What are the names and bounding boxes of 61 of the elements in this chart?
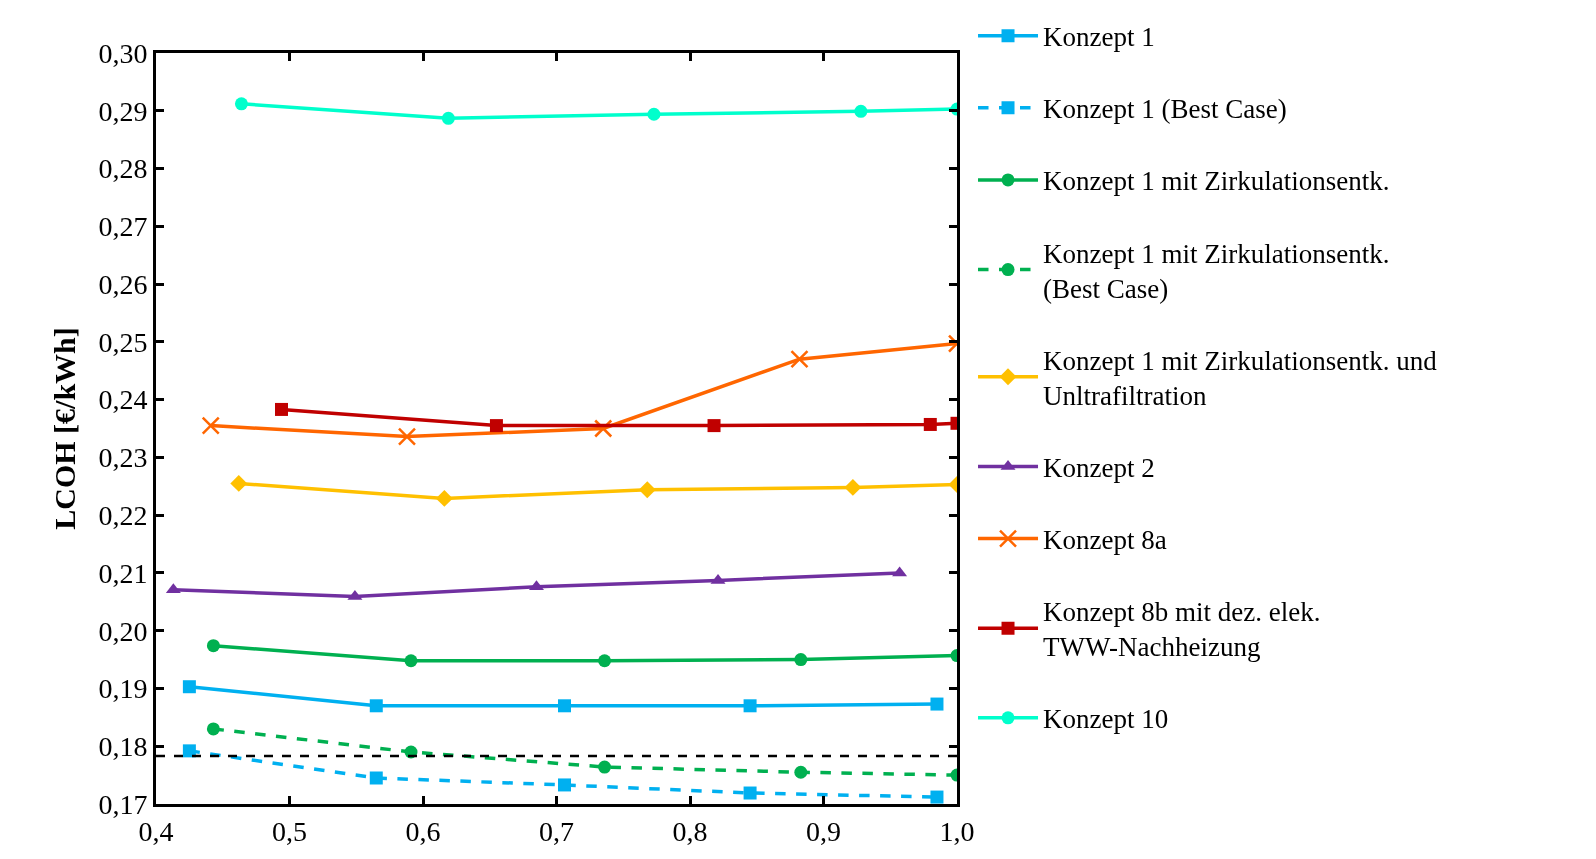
legend-label: Konzept 1 (Best Case) xyxy=(1043,94,1287,125)
legend-label: Konzept 1 mit Zirkulationsentk. und Unltrafiltration xyxy=(1043,345,1438,411)
point xyxy=(598,654,612,668)
y-tick-label: 0,19 xyxy=(98,673,148,705)
point xyxy=(854,104,868,118)
y-tick-label: 0,30 xyxy=(98,37,148,69)
y-tick-label: 0,27 xyxy=(98,211,148,243)
point xyxy=(369,699,383,713)
legend-label: Konzept 2 xyxy=(1043,452,1155,483)
y-tick-label: 0,24 xyxy=(98,384,148,416)
point xyxy=(369,771,383,785)
x-tick-label: 0,7 xyxy=(539,815,574,847)
y-tick-label: 0,28 xyxy=(98,153,148,185)
point xyxy=(707,419,721,433)
point xyxy=(790,349,809,369)
point xyxy=(558,699,572,713)
x-tick-label: 0,9 xyxy=(806,815,841,847)
legend-label: Konzept 1 mit Zirkulationsentk. (Best Case) xyxy=(1043,238,1390,304)
point xyxy=(234,97,248,111)
point xyxy=(638,481,656,499)
y-tick-label: 0,25 xyxy=(98,326,148,358)
point xyxy=(230,474,248,492)
point xyxy=(743,786,757,800)
point xyxy=(647,107,661,121)
legend-label: Konzept 8a xyxy=(1043,525,1167,556)
point xyxy=(435,489,453,507)
y-tick-label: 0,21 xyxy=(98,557,148,589)
point xyxy=(397,427,417,446)
y-tick-label: 0,20 xyxy=(98,615,148,647)
y-axis-title: LCOH [€/kWh] xyxy=(48,327,82,530)
point xyxy=(930,697,944,711)
x-tick-label: 0,6 xyxy=(405,815,441,847)
legend-label: Konzept 1 mit Zirkulationsentk. xyxy=(1043,166,1390,197)
y-tick-label: 0,18 xyxy=(98,731,148,763)
point xyxy=(844,478,862,496)
point xyxy=(794,765,808,779)
point xyxy=(441,111,455,125)
y-tick-label: 0,23 xyxy=(98,442,148,474)
point xyxy=(206,639,220,653)
x-tick-label: 1,0 xyxy=(939,815,975,847)
point xyxy=(182,680,196,694)
y-tick-label: 0,26 xyxy=(98,268,148,300)
point xyxy=(274,402,288,416)
point xyxy=(930,790,944,804)
point xyxy=(794,653,808,667)
point xyxy=(743,699,757,713)
legend-label: Konzept 1 xyxy=(1043,22,1155,53)
x-tick-label: 0,5 xyxy=(272,815,307,847)
point xyxy=(558,778,572,792)
point xyxy=(404,654,418,668)
point xyxy=(201,416,220,435)
legend-label: Konzept 10 xyxy=(1043,704,1169,735)
point xyxy=(489,419,503,433)
y-tick-label: 0,22 xyxy=(98,499,148,531)
legend-label: Konzept 8b mit dez. elek. TWW-Nachheizung xyxy=(1043,597,1321,663)
point xyxy=(923,417,937,431)
point xyxy=(598,760,612,774)
x-tick-label: 0,8 xyxy=(672,815,708,847)
y-tick-label: 0,29 xyxy=(98,95,148,127)
point xyxy=(206,722,220,736)
point xyxy=(182,744,196,758)
